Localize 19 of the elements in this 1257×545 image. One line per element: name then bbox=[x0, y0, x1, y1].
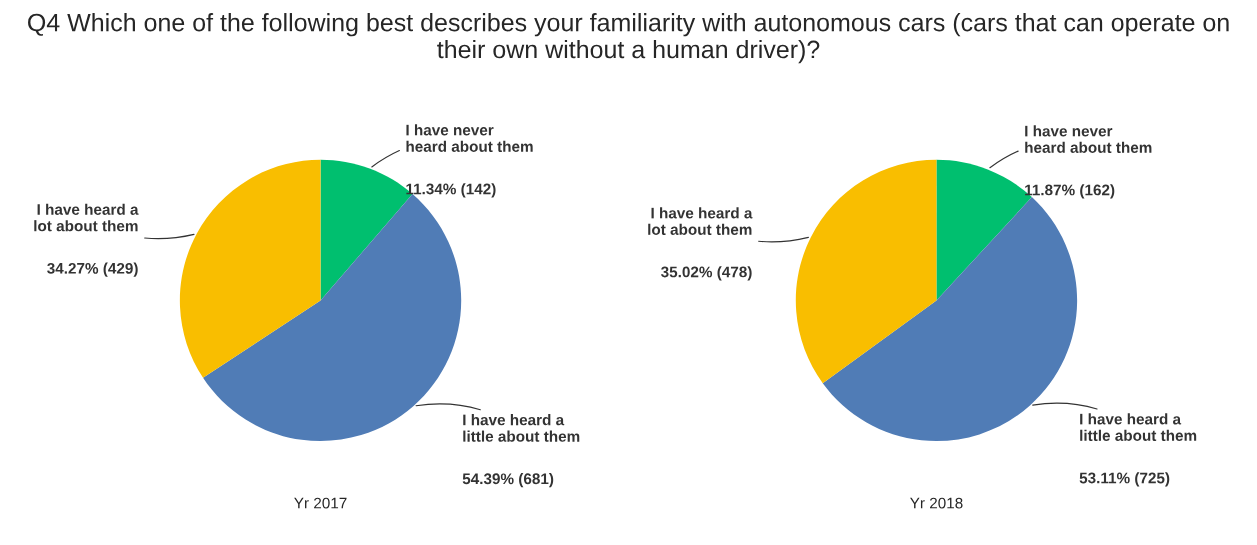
data-label: 54.39% (681) bbox=[462, 472, 554, 488]
text: Yr 2017 bbox=[294, 497, 347, 509]
slice-label: I have heard a lot about them bbox=[34, 203, 139, 232]
slice-label: I have heard a lot about them bbox=[648, 207, 753, 235]
slice-label: I have heard a little about them bbox=[463, 414, 580, 442]
slice-label: I have never heard about them bbox=[1025, 125, 1152, 153]
chart-title: Q4 Which one of the following best describes your familiarity with autonomous cars (cars that can operate on their own without a human driver)? bbox=[28, 13, 1229, 64]
pie-slice bbox=[795, 159, 937, 384]
slice-label: I have never heard about them bbox=[406, 124, 533, 152]
data-label: 34.27% (429) bbox=[47, 262, 138, 277]
data-label: 53.11% (725) bbox=[1079, 472, 1170, 487]
pie-slice bbox=[203, 194, 462, 442]
text: Yr 2018 bbox=[910, 497, 963, 509]
data-label: 11.87% (162) bbox=[1025, 184, 1115, 199]
pie-slice bbox=[179, 159, 321, 378]
pie-slice bbox=[822, 197, 1078, 442]
slice-label: I have heard a little about them bbox=[1080, 413, 1197, 441]
data-label: 11.34% (142) bbox=[406, 183, 496, 198]
data-label: 35.02% (478) bbox=[661, 266, 752, 281]
